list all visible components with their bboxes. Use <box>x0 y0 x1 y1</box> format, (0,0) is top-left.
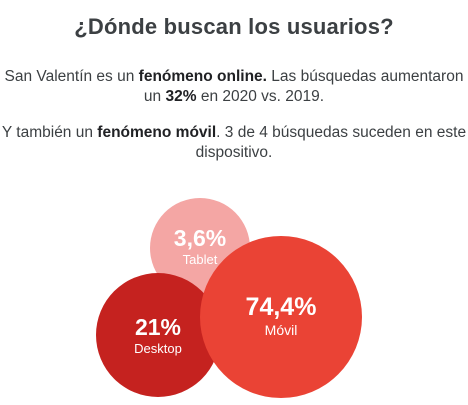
bubble-m-vil: 74,4%Móvil <box>200 236 362 398</box>
paragraph-segment: Y también un <box>1 124 98 141</box>
paragraph-segment: Las búsquedas aumentaron un <box>143 68 464 105</box>
bubble-category-label: Tablet <box>183 252 218 267</box>
intro-paragraph-mobile: Y también un fenómeno móvil. 3 de 4 búsq… <box>0 123 468 163</box>
bubble-value-label: 3,6% <box>174 225 226 251</box>
page-title: ¿Dónde buscan los usuarios? <box>74 14 394 39</box>
paragraph-segment: en 2020 vs. 2019. <box>196 88 325 105</box>
bubble-value-label: 74,4% <box>246 293 317 321</box>
bubble-value-label: 21% <box>135 314 181 340</box>
bubble-desktop: 21%Desktop <box>96 273 220 397</box>
paragraph-highlight: 32% <box>165 88 197 105</box>
intro-paragraph-online: San Valentín es un fenómeno online. Las … <box>0 67 468 107</box>
paragraph-highlight: fenómeno móvil <box>97 124 217 141</box>
paragraph-segment: . 3 de 4 búsquedas suceden en este dispo… <box>195 124 467 161</box>
paragraph-highlight: fenómeno online. <box>138 68 267 85</box>
paragraph-segment: San Valentín es un <box>4 68 139 85</box>
bubble-category-label: Desktop <box>134 341 182 356</box>
bubble-circle <box>200 236 362 398</box>
bubble-category-label: Móvil <box>265 322 298 338</box>
bubble-circle <box>96 273 220 397</box>
